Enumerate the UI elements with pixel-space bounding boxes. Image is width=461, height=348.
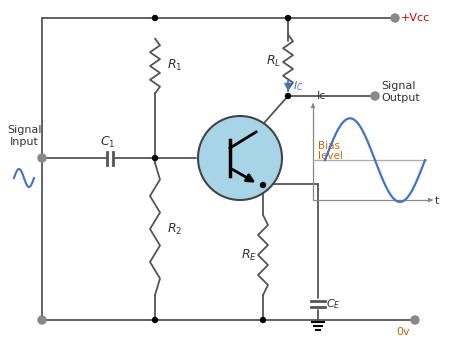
Circle shape xyxy=(153,317,158,323)
Text: level: level xyxy=(318,151,343,161)
Circle shape xyxy=(38,154,46,162)
Circle shape xyxy=(260,182,266,188)
Circle shape xyxy=(411,316,419,324)
Text: Signal
Input: Signal Input xyxy=(7,125,41,147)
Circle shape xyxy=(38,316,46,324)
Circle shape xyxy=(153,156,158,160)
Circle shape xyxy=(285,16,290,21)
Text: $C_E$: $C_E$ xyxy=(326,297,341,311)
Text: t: t xyxy=(435,196,439,206)
Circle shape xyxy=(153,16,158,21)
Text: $I_C$: $I_C$ xyxy=(293,79,304,93)
Text: $C_1$: $C_1$ xyxy=(100,134,116,150)
Circle shape xyxy=(391,14,399,22)
Text: 0v: 0v xyxy=(396,327,410,337)
Text: Bias: Bias xyxy=(318,141,340,151)
Text: $R_L$: $R_L$ xyxy=(266,54,281,69)
Text: $R_2$: $R_2$ xyxy=(167,221,182,237)
Circle shape xyxy=(198,116,282,200)
Text: $R_1$: $R_1$ xyxy=(167,57,183,72)
Text: +Vcc: +Vcc xyxy=(401,13,430,23)
Text: Signal
Output: Signal Output xyxy=(381,81,420,103)
Text: $R_E$: $R_E$ xyxy=(241,247,257,262)
Circle shape xyxy=(371,92,379,100)
Circle shape xyxy=(285,94,290,98)
Circle shape xyxy=(260,317,266,323)
Text: Ic: Ic xyxy=(317,91,326,101)
